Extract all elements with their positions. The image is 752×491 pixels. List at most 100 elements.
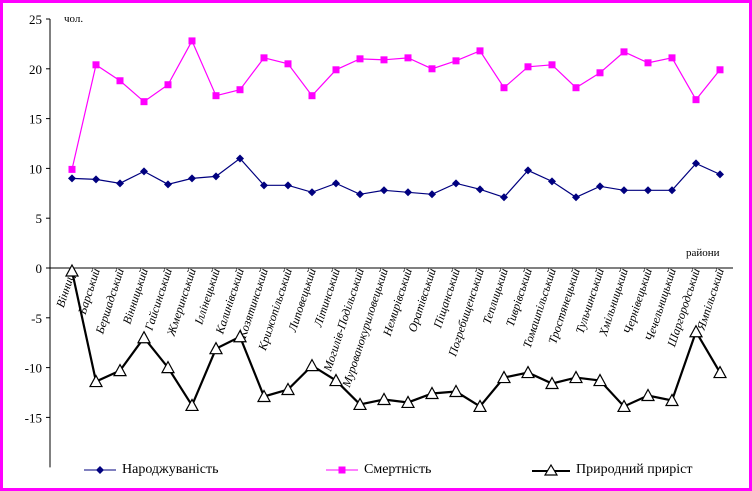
deaths-point [356, 55, 364, 63]
deaths-point [164, 81, 172, 89]
deaths-point [332, 66, 340, 74]
natural-growth-point [232, 329, 248, 343]
deaths-point [644, 59, 652, 67]
births-point [260, 181, 268, 190]
y-tick-label: -15 [25, 410, 42, 425]
natural-growth-point [496, 370, 512, 384]
deaths-point [188, 37, 196, 45]
deaths-point [572, 84, 580, 92]
deaths-point [596, 69, 604, 77]
legend-item-natural-growth: Природний приріст [532, 455, 693, 485]
series-line-2 [70, 270, 721, 408]
legend-item-deaths: Смертність [326, 455, 431, 485]
births-point [596, 182, 604, 191]
natural-growth-point [640, 388, 656, 402]
natural-growth-point [568, 370, 584, 384]
natural-growth-point [136, 330, 152, 344]
y-tick-label: -10 [25, 361, 42, 376]
natural-growth-point [520, 365, 536, 379]
y-tick-label: 20 [29, 62, 42, 77]
births-point [92, 175, 100, 184]
natural-growth-point [88, 374, 104, 388]
y-tick-label: 5 [36, 211, 43, 226]
category-labels: ВінницяБарськийБершадськийВінницькийГайс… [53, 266, 727, 390]
births-point [116, 179, 124, 188]
natural-growth-point [688, 324, 704, 338]
axes [46, 18, 733, 468]
legend-marker-births [84, 466, 116, 474]
legend-label-births: Народжуваність [122, 462, 219, 477]
natural-growth-point [304, 358, 320, 372]
natural-growth-point [712, 365, 728, 379]
legend-label-deaths: Смертність [364, 462, 432, 477]
births-point [428, 190, 436, 199]
natural-growth-point [616, 399, 632, 413]
births-point [452, 179, 460, 188]
deaths-point [236, 86, 244, 94]
deaths-point [548, 61, 556, 69]
deaths-point [716, 66, 724, 74]
deaths-point [116, 77, 124, 85]
deaths-point [620, 48, 628, 56]
legend-label-natural-growth: Природний приріст [576, 462, 693, 477]
y-tick-labels: 25 20 15 10 5 0 -5 -10 -15 [25, 12, 42, 425]
deaths-point [404, 54, 412, 62]
births-point [668, 186, 676, 195]
deaths-point [524, 63, 532, 71]
deaths-point [500, 84, 508, 92]
natural-growth-point [664, 393, 680, 407]
births-point [164, 180, 172, 189]
natural-growth-point [280, 382, 296, 396]
births-point [140, 167, 148, 176]
deaths-point [212, 92, 220, 100]
births-point [68, 174, 76, 183]
deaths-point [476, 47, 484, 55]
natural-growth-point [448, 384, 464, 398]
legend-item-births: Народжуваність [84, 455, 218, 485]
deaths-point [668, 54, 676, 62]
deaths-point [428, 65, 436, 73]
births-point [356, 190, 364, 199]
legend-marker-natural-growth [532, 463, 570, 476]
births-point [332, 179, 340, 188]
births-point [620, 186, 628, 195]
births-point [404, 188, 412, 197]
natural-growth-point [472, 399, 488, 413]
natural-growth-point [544, 376, 560, 390]
deaths-point [68, 165, 76, 173]
deaths-point [140, 98, 148, 106]
natural-growth-point [112, 363, 128, 377]
y-tick-label: -5 [31, 311, 42, 326]
natural-growth-point [160, 360, 176, 374]
natural-growth-point [256, 389, 272, 403]
deaths-point [260, 54, 268, 62]
births-point [380, 186, 388, 195]
births-point [236, 154, 244, 163]
births-point [524, 166, 532, 175]
births-point [284, 181, 292, 190]
natural-growth-point [592, 373, 608, 387]
deaths-point [308, 92, 316, 100]
natural-growth-point [184, 398, 200, 412]
births-point [308, 188, 316, 197]
natural-growth-point [400, 395, 416, 409]
births-point [644, 186, 652, 195]
series-markers [64, 37, 728, 413]
deaths-point [692, 96, 700, 104]
natural-growth-point [376, 392, 392, 406]
births-point [188, 174, 196, 183]
deaths-point [284, 60, 292, 68]
legend-marker-deaths [326, 466, 358, 474]
births-point [716, 170, 724, 179]
series-line-1 [71, 39, 721, 170]
x-axis-label: райони [686, 247, 720, 259]
deaths-point [92, 61, 100, 69]
natural-growth-point [424, 386, 440, 400]
births-point [692, 159, 700, 168]
births-point [548, 177, 556, 186]
natural-growth-point [208, 341, 224, 355]
natural-growth-point [64, 263, 80, 277]
y-tick-label: 15 [29, 112, 42, 127]
births-point [476, 185, 484, 194]
y-tick-label: 10 [29, 161, 42, 176]
